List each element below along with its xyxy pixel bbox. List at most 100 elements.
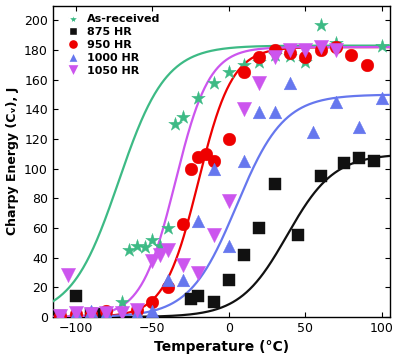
Point bbox=[187, 296, 194, 302]
Point bbox=[241, 62, 247, 68]
Point bbox=[73, 293, 79, 299]
Point bbox=[118, 299, 125, 305]
Point bbox=[157, 252, 163, 258]
Point bbox=[226, 69, 232, 75]
Point bbox=[256, 80, 263, 86]
Point bbox=[302, 59, 308, 65]
Point bbox=[164, 284, 171, 290]
Point bbox=[164, 247, 171, 253]
Point bbox=[333, 40, 339, 45]
Point bbox=[340, 160, 347, 166]
Point bbox=[348, 51, 354, 57]
Point bbox=[88, 311, 94, 317]
Point bbox=[157, 243, 163, 249]
Point bbox=[195, 293, 202, 299]
Point bbox=[333, 99, 339, 105]
Point bbox=[256, 55, 263, 60]
Point bbox=[195, 270, 202, 275]
Point bbox=[226, 243, 232, 249]
Point bbox=[73, 313, 79, 319]
Point bbox=[272, 51, 278, 57]
Point bbox=[356, 156, 362, 161]
Point bbox=[287, 50, 293, 56]
Point bbox=[226, 277, 232, 283]
Point bbox=[272, 47, 278, 53]
Point bbox=[149, 299, 156, 305]
Point bbox=[57, 313, 64, 319]
Point bbox=[287, 80, 293, 86]
Point bbox=[88, 308, 94, 314]
Point bbox=[103, 310, 110, 315]
Point bbox=[73, 310, 79, 315]
Point bbox=[134, 243, 140, 249]
X-axis label: Temperature (°C): Temperature (°C) bbox=[154, 341, 289, 355]
Point bbox=[195, 95, 202, 100]
Point bbox=[57, 313, 64, 319]
Point bbox=[73, 310, 79, 315]
Point bbox=[256, 109, 263, 115]
Point bbox=[302, 47, 308, 53]
Point bbox=[318, 22, 324, 28]
Point bbox=[379, 43, 385, 49]
Point bbox=[164, 225, 171, 231]
Point bbox=[294, 233, 301, 238]
Point bbox=[356, 124, 362, 130]
Point bbox=[187, 166, 194, 172]
Point bbox=[149, 308, 156, 314]
Point bbox=[134, 307, 140, 312]
Point bbox=[57, 313, 64, 319]
Point bbox=[210, 299, 217, 305]
Point bbox=[172, 121, 178, 127]
Point bbox=[149, 258, 156, 264]
Point bbox=[241, 69, 247, 75]
Point bbox=[241, 252, 247, 258]
Point bbox=[287, 53, 293, 59]
Point bbox=[103, 310, 110, 315]
Legend: As-received, 875 HR, 950 HR, 1000 HR, 1050 HR: As-received, 875 HR, 950 HR, 1000 HR, 10… bbox=[58, 11, 164, 79]
Point bbox=[126, 247, 132, 253]
Point bbox=[88, 311, 94, 317]
Point bbox=[318, 44, 324, 50]
Point bbox=[88, 311, 94, 317]
Point bbox=[180, 277, 186, 283]
Point bbox=[310, 129, 316, 135]
Point bbox=[195, 218, 202, 224]
Point bbox=[210, 166, 217, 172]
Point bbox=[210, 158, 217, 164]
Point bbox=[226, 198, 232, 204]
Point bbox=[103, 308, 110, 314]
Point bbox=[96, 311, 102, 317]
Point bbox=[287, 47, 293, 53]
Point bbox=[363, 62, 370, 68]
Point bbox=[164, 277, 171, 283]
Y-axis label: Charpy Energy (Cᵥ), J: Charpy Energy (Cᵥ), J bbox=[6, 87, 18, 235]
Point bbox=[371, 158, 378, 164]
Point bbox=[149, 237, 156, 243]
Point bbox=[318, 173, 324, 179]
Point bbox=[134, 307, 140, 312]
Point bbox=[272, 181, 278, 186]
Point bbox=[226, 136, 232, 142]
Point bbox=[241, 158, 247, 164]
Point bbox=[142, 244, 148, 250]
Point bbox=[180, 221, 186, 226]
Point bbox=[272, 55, 278, 60]
Point bbox=[272, 109, 278, 115]
Point bbox=[65, 273, 71, 278]
Point bbox=[180, 114, 186, 120]
Point bbox=[333, 47, 339, 53]
Point bbox=[134, 310, 140, 315]
Point bbox=[333, 44, 339, 50]
Point bbox=[210, 233, 217, 238]
Point bbox=[210, 80, 217, 86]
Point bbox=[57, 313, 64, 319]
Point bbox=[195, 154, 202, 160]
Point bbox=[203, 151, 209, 157]
Point bbox=[302, 55, 308, 60]
Point bbox=[118, 310, 125, 315]
Point bbox=[256, 59, 263, 65]
Point bbox=[88, 311, 94, 317]
Point bbox=[103, 310, 110, 315]
Point bbox=[256, 225, 263, 231]
Point bbox=[379, 95, 385, 100]
